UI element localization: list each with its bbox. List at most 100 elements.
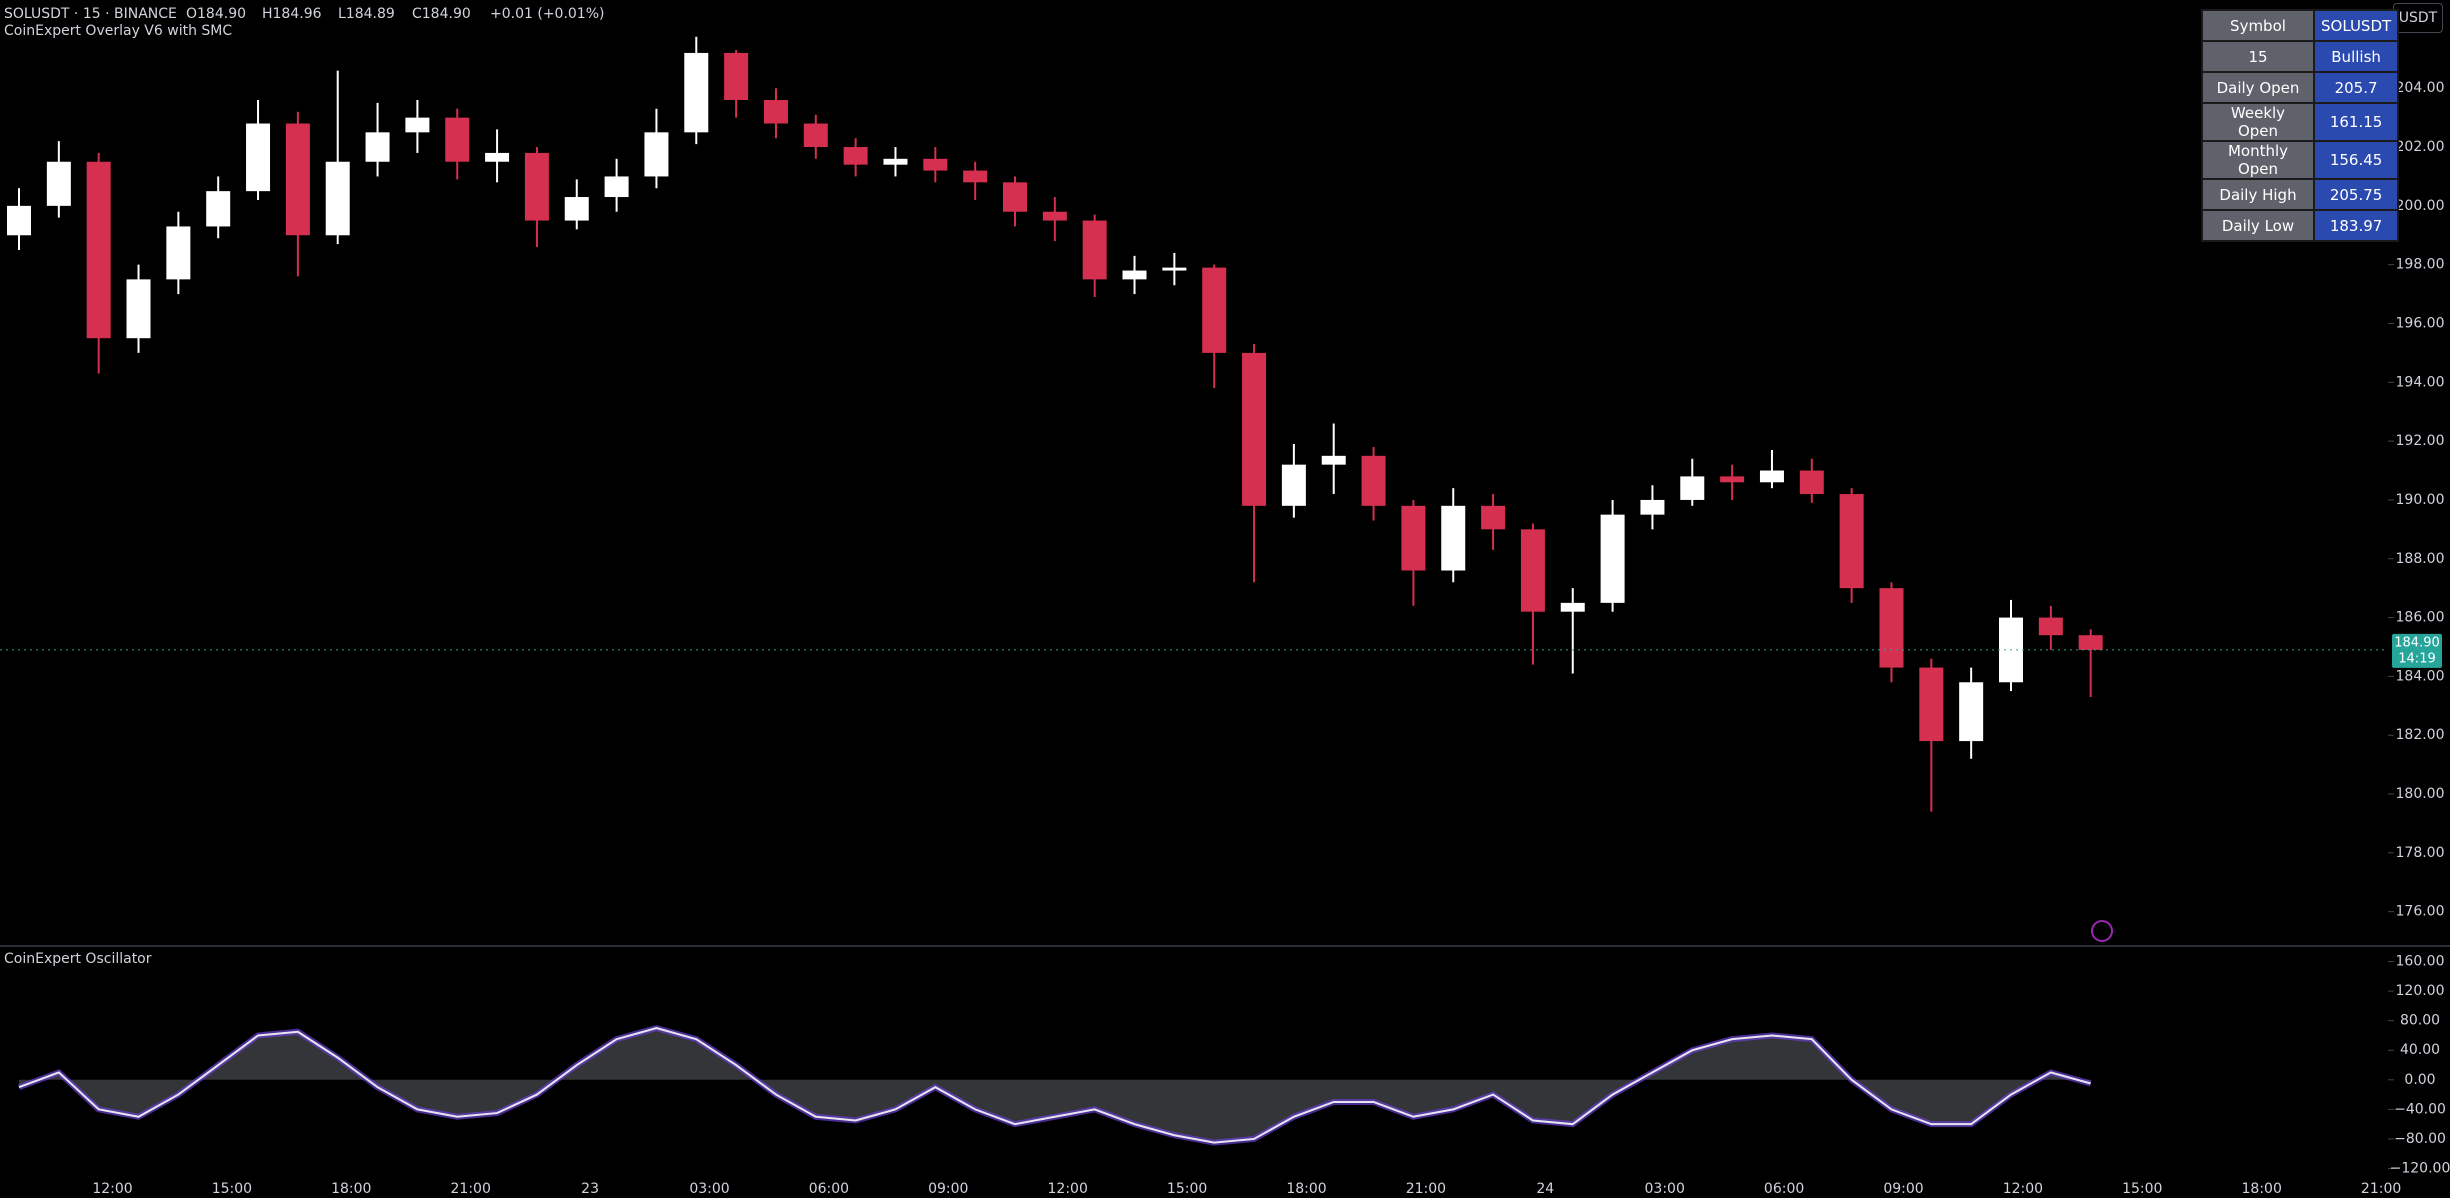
candle-body [166,226,191,280]
oscillator-line [18,1027,2091,1144]
candle-body [86,161,111,339]
candle-body [604,176,629,198]
table-row: Daily High 205.75 [2203,180,2398,209]
candle-body [1799,470,1824,495]
candle-body [524,152,549,221]
y-tick-label: −40.00 [2394,1101,2446,1117]
candle-body [1879,588,1904,668]
alert-icon[interactable] [2091,920,2113,942]
table-cell: Daily High [2203,180,2313,209]
candle-body [963,170,988,183]
ohlc-open: O184.90 [186,6,246,22]
info-table: Symbol SOLUSDT 15 Bullish Daily Open 205.7 Wee… [2201,9,2400,242]
table-cell: 156.45 [2315,142,2398,178]
x-tick-label: 12:00 [1048,1181,1088,1197]
table-row: 15 Bullish [2203,42,2398,71]
y-tick-label: 192.00 [2396,433,2445,449]
candle-body [1959,682,1984,742]
x-tick-label: 18:00 [331,1181,371,1197]
x-tick-label: 15:00 [1167,1181,1207,1197]
y-tick-label: 178.00 [2396,845,2445,861]
x-tick-label: 09:00 [1883,1181,1923,1197]
x-tick-label: 03:00 [689,1181,729,1197]
y-tick-label: 180.00 [2396,786,2445,802]
table-row: Weekly Open 161.15 [2203,104,2398,140]
x-tick-label: 03:00 [1645,1181,1685,1197]
overlay-name: CoinExpert Overlay V6 with SMC [4,23,232,39]
ohlc-low: L184.89 [338,6,395,22]
candle-body [2038,617,2063,636]
table-row: Daily Low 183.97 [2203,211,2398,240]
candle-body [126,279,151,339]
candle-body [644,132,669,177]
y-tick-label: 202.00 [2396,139,2445,155]
table-row: Monthly Open 156.45 [2203,142,2398,178]
x-tick-label: 21:00 [451,1181,491,1197]
x-tick-label: 12:00 [2003,1181,2043,1197]
x-tick-label: 23 [581,1181,599,1197]
candle-body [1839,494,1864,589]
x-tick-label: 12:00 [92,1181,132,1197]
candle-body [325,161,350,236]
ohlc-change: +0.01 (+0.01%) [490,6,604,22]
ohlc-high: H184.96 [262,6,322,22]
y-tick-label: −80.00 [2394,1131,2446,1147]
ohlc-close: C184.90 [412,6,471,22]
table-cell: 161.15 [2315,104,2398,140]
table-cell: 205.7 [2315,73,2398,102]
candle-body [724,52,749,100]
y-tick-label: 80.00 [2400,1013,2440,1029]
candle-body [405,117,430,133]
candle-body [923,158,948,171]
table-cell: Monthly Open [2203,142,2313,178]
candle-body [1401,505,1426,571]
table-cell: SOLUSDT [2315,11,2398,40]
y-tick-label: 182.00 [2396,727,2445,743]
candle-body [1441,505,1466,571]
candle-body [1919,667,1944,742]
y-tick-label: 204.00 [2396,80,2445,96]
candle-body [1281,464,1306,506]
currency-button[interactable]: USDT [2393,3,2443,33]
candle-body [1680,476,1705,500]
price-tag-label: 184.90 [2394,635,2440,650]
candle-body [803,123,828,148]
candle-body [1202,267,1227,353]
y-tick-label: 120.00 [2396,983,2445,999]
y-tick-label: 198.00 [2396,257,2445,273]
table-cell: Daily Low [2203,211,2313,240]
candle-body [1162,267,1187,271]
candle-body [883,158,908,165]
candle-body [1082,220,1107,280]
x-tick-label: 21:00 [2361,1181,2401,1197]
candle-body [1003,182,1027,212]
candle-body [1520,529,1545,612]
candle-body [1600,514,1625,603]
table-cell: 183.97 [2315,211,2398,240]
table-cell: Bullish [2315,42,2398,71]
candle-body [843,147,868,165]
candle-body [485,152,510,162]
candle-body [206,191,231,227]
y-tick-label: 196.00 [2396,315,2445,331]
table-row: Daily Open 205.7 [2203,73,2398,102]
candle-body [445,117,470,162]
x-tick-label: 15:00 [212,1181,252,1197]
candle-body [1122,270,1147,280]
candle-body [2078,635,2103,650]
table-row: Symbol SOLUSDT [2203,11,2398,40]
table-cell: Symbol [2203,11,2313,40]
candle-body [684,52,709,133]
y-tick-label: 160.00 [2396,954,2445,970]
y-tick-label: 176.00 [2396,904,2445,920]
y-tick-label: 190.00 [2396,492,2445,508]
candle-body [763,99,788,124]
candle-body [46,161,71,206]
x-tick-label: 09:00 [928,1181,968,1197]
candle-body [246,123,271,192]
y-tick-label: 0.00 [2404,1072,2435,1088]
candle-body [564,197,589,221]
x-tick-label: 24 [1536,1181,1554,1197]
